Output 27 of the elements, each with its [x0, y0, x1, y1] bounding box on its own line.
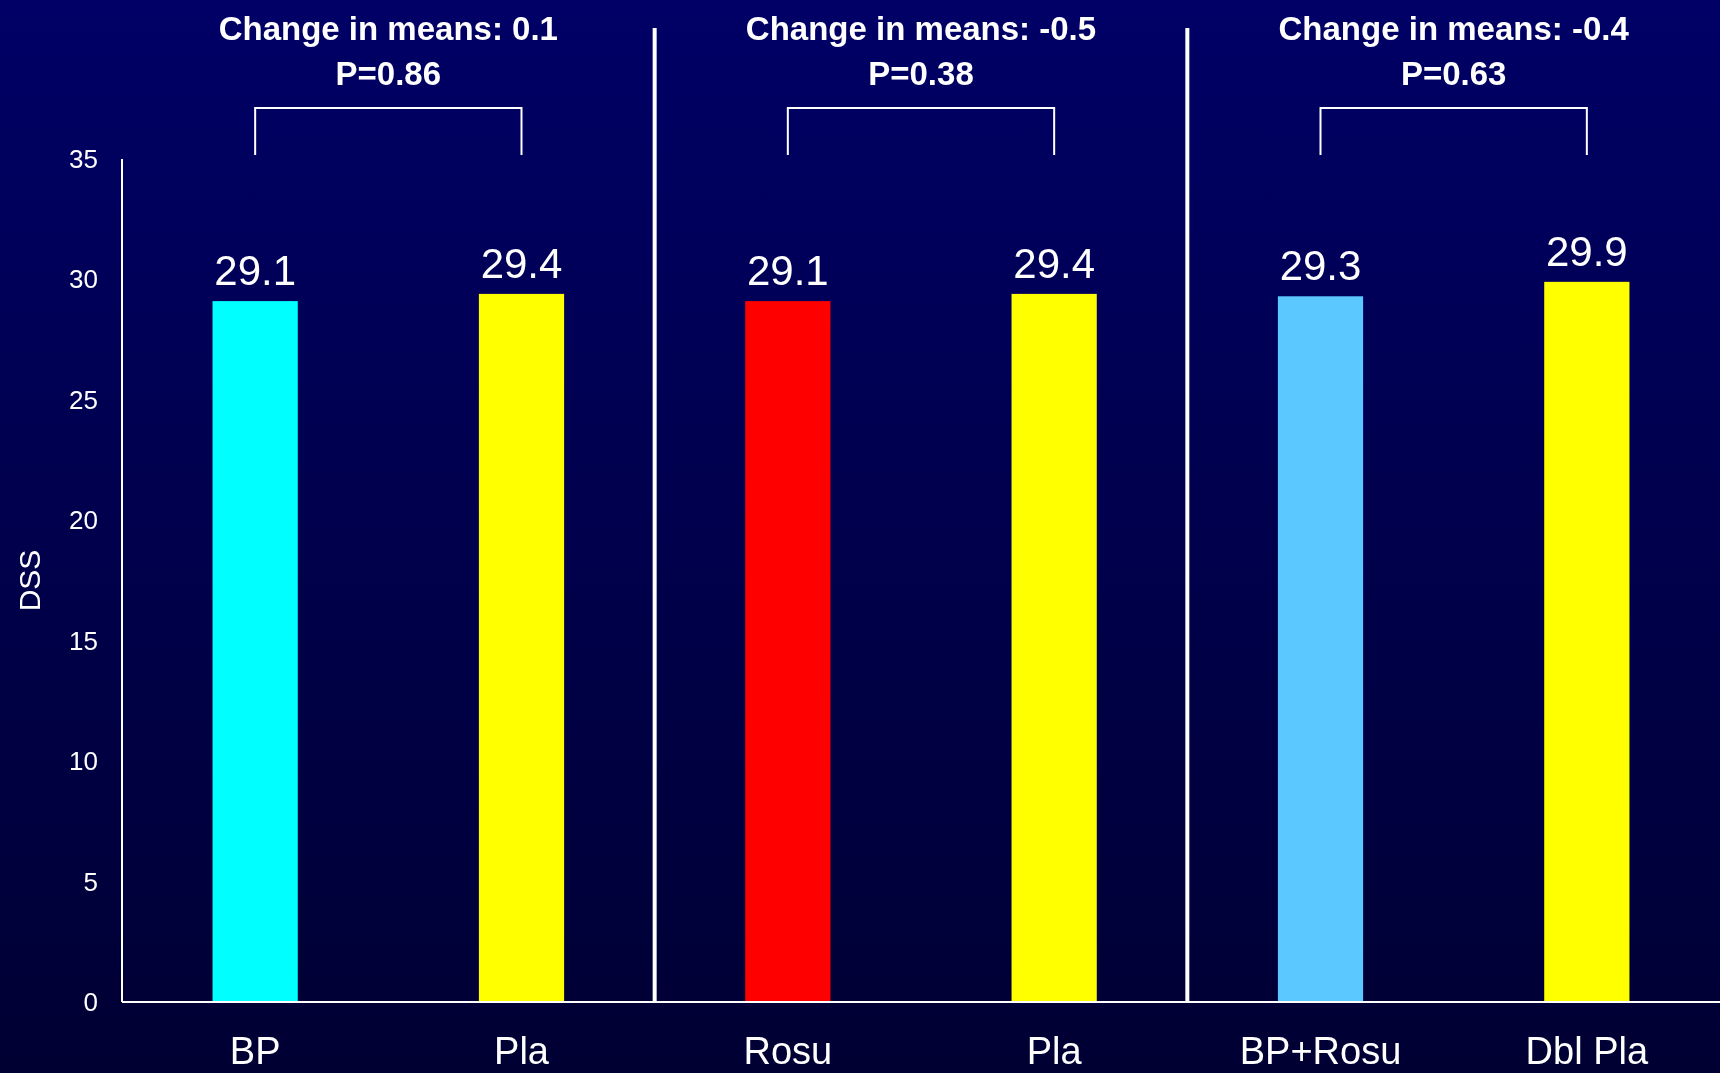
data-label: 29.3 [1279, 242, 1362, 290]
data-label: 29.1 [214, 247, 297, 295]
x-tick-label: Pla [1026, 1030, 1083, 1072]
y-tick-label: 15 [69, 625, 98, 656]
y-tick-label: 5 [83, 866, 98, 897]
text: P=0.86 [335, 55, 442, 92]
data-label: 29.1 [746, 247, 829, 295]
text: P=0.38 [868, 55, 974, 92]
x-tick-label: Rosu [743, 1030, 833, 1072]
x-tick-label: BP [229, 1030, 281, 1072]
y-tick-label: 20 [69, 505, 98, 536]
y-tick-label: 0 [83, 987, 98, 1017]
y-axis-title: DSS [13, 549, 46, 612]
text: Change in means: 0.1 [218, 10, 558, 47]
text: Change in means: -0.4 [1278, 10, 1630, 47]
y-tick-label: 10 [69, 746, 98, 777]
text: Change in means: -0.5 [745, 10, 1097, 47]
data-label: 29.9 [1545, 227, 1628, 275]
x-tick-label: BP+Rosu [1239, 1030, 1402, 1072]
y-tick-label: 25 [69, 384, 98, 415]
x-tick-label: Pla [494, 1030, 550, 1072]
text: P=0.63 [1400, 55, 1507, 92]
data-label: 29.4 [480, 239, 563, 287]
y-tick-label: 35 [69, 144, 98, 174]
data-label: 29.4 [1013, 239, 1096, 287]
x-tick-label: Dbl Pla [1525, 1030, 1649, 1072]
y-tick-label: 30 [69, 264, 98, 295]
